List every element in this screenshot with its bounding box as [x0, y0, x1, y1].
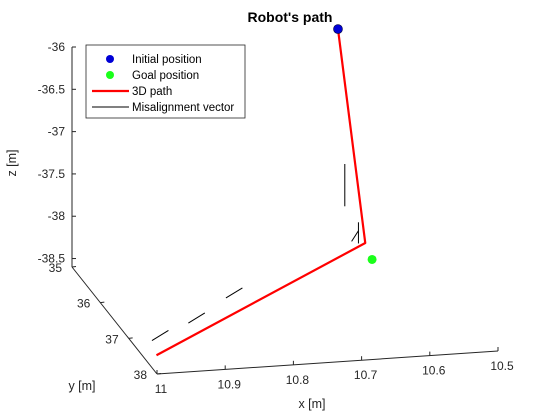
z-tick-label: -37.5 — [38, 167, 66, 181]
x-axis-label: x [m] — [298, 397, 325, 411]
x-tick-label: 10.9 — [218, 377, 242, 391]
legend-swatch-dot — [106, 71, 114, 79]
x-axis-line — [156, 350, 499, 375]
legend-swatch-dot — [106, 55, 114, 63]
x-tick-label: 10.5 — [490, 359, 514, 373]
y-tick-label: 37 — [105, 332, 119, 346]
chart-title: Robot's path — [248, 9, 333, 25]
y-tick-mark — [156, 373, 162, 375]
legend-label: 3D path — [132, 86, 172, 98]
y-tick-label: 35 — [49, 261, 63, 275]
z-tick-label: -38 — [48, 209, 66, 223]
misalignment-vector — [225, 287, 243, 299]
x-tick-label: 10.7 — [354, 368, 378, 382]
legend-label: Initial position — [132, 54, 202, 66]
y-tick-mark — [100, 301, 105, 304]
y-tick-mark — [128, 337, 133, 339]
y-tick-label: 38 — [134, 368, 148, 382]
position-markers — [333, 24, 377, 264]
z-tick-label: -36.5 — [38, 82, 66, 96]
misalignment-vectors — [151, 163, 359, 341]
y-tick-label: 36 — [77, 297, 91, 311]
misalignment-vector — [188, 312, 206, 324]
legend-label: Misalignment vector — [132, 102, 234, 114]
legend-label: Goal position — [132, 70, 199, 82]
y-ticks: 35 36 37 38 — [49, 261, 162, 382]
path-layer — [155, 28, 367, 357]
z-tick-label: -36 — [48, 40, 66, 54]
x-ticks: 11 10.9 10.8 10.7 10.6 10.5 — [155, 347, 514, 396]
x-tick-label: 10.8 — [286, 373, 310, 387]
legend: Initial position Goal position 3D path Misa… — [85, 44, 246, 119]
axes-lines — [71, 47, 499, 375]
y-tick-mark — [71, 266, 77, 268]
z-axis-label: z [m] — [5, 149, 19, 176]
y-axis-label: y [m] — [68, 379, 95, 393]
initial-position-marker — [333, 24, 343, 34]
x-tick-label: 11 — [155, 382, 168, 396]
z-ticks: -36 -36.5 -37 -37.5 -38 -38.5 — [38, 40, 76, 266]
y-axis-line — [71, 266, 158, 375]
goal-position-marker — [367, 254, 377, 264]
misalignment-vector — [351, 230, 359, 242]
x-tick-label: 10.6 — [422, 364, 446, 378]
path-line — [155, 28, 367, 357]
z-tick-label: -37 — [48, 125, 66, 139]
z-tick-label: -38.5 — [38, 252, 66, 266]
misalignment-vector — [151, 330, 169, 341]
